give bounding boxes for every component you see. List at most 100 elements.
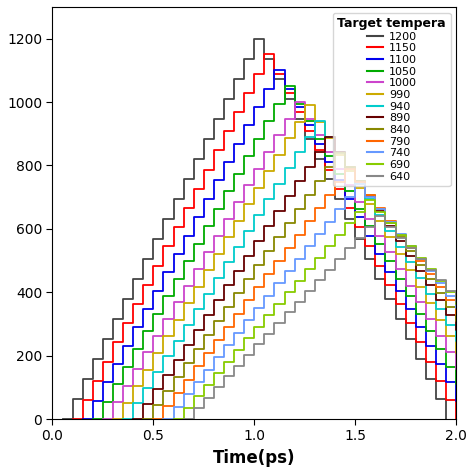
1150 [151, 282, 156, 288]
790 [342, 166, 348, 172]
Line: 840: 840 [143, 153, 474, 419]
640 [312, 288, 318, 294]
640 [373, 213, 378, 219]
1100 [80, 416, 86, 422]
690 [252, 336, 257, 341]
740 [161, 416, 166, 422]
1050 [171, 293, 176, 299]
1000 [322, 133, 328, 138]
940 [312, 118, 318, 124]
990 [241, 201, 247, 207]
Line: 940: 940 [123, 121, 474, 419]
1050 [252, 154, 257, 159]
1050 [221, 189, 227, 194]
940 [252, 228, 257, 234]
690 [342, 232, 348, 238]
890 [262, 238, 267, 244]
690 [332, 244, 338, 249]
Line: 990: 990 [113, 105, 474, 419]
1100 [272, 67, 277, 73]
1150 [201, 186, 207, 191]
Line: 790: 790 [154, 169, 474, 419]
1200 [140, 276, 146, 282]
Line: 1000: 1000 [103, 102, 474, 419]
Line: 1150: 1150 [73, 55, 456, 419]
690 [171, 416, 176, 422]
640 [403, 235, 409, 240]
940 [342, 150, 348, 155]
1200 [221, 116, 227, 122]
X-axis label: Time(ps): Time(ps) [213, 449, 296, 467]
1100 [211, 196, 217, 201]
1150 [292, 90, 298, 96]
1150 [231, 128, 237, 134]
790 [322, 205, 328, 211]
990 [241, 218, 247, 224]
Line: 890: 890 [133, 137, 474, 419]
1000 [181, 300, 186, 305]
1150 [201, 167, 207, 173]
1150 [262, 52, 267, 57]
1200 [191, 156, 197, 162]
1100 [241, 141, 247, 146]
840 [302, 206, 308, 212]
1000 [272, 149, 277, 155]
890 [130, 416, 136, 422]
1000 [231, 200, 237, 205]
740 [292, 268, 298, 274]
1050 [262, 136, 267, 142]
Line: 1200: 1200 [63, 39, 446, 419]
1200 [231, 96, 237, 101]
840 [272, 234, 277, 240]
1200 [191, 176, 197, 182]
740 [332, 219, 338, 224]
990 [302, 102, 308, 108]
940 [120, 416, 126, 422]
1150 [241, 109, 247, 115]
690 [302, 278, 308, 284]
790 [312, 219, 318, 224]
940 [292, 165, 298, 171]
1050 [90, 416, 96, 422]
Legend: 1200, 1150, 1100, 1050, 1000, 990, 940, 890, 840, 790, 740, 690, 640: 1200, 1150, 1100, 1050, 1000, 990, 940, … [333, 12, 451, 186]
1200 [443, 416, 449, 422]
990 [191, 301, 197, 306]
640 [352, 246, 358, 251]
690 [302, 266, 308, 272]
1000 [231, 216, 237, 222]
1100 [464, 416, 469, 422]
Line: 640: 640 [183, 216, 474, 419]
1100 [302, 104, 308, 110]
1050 [221, 206, 227, 212]
790 [151, 416, 156, 422]
790 [231, 324, 237, 329]
Line: 740: 740 [164, 184, 474, 419]
990 [332, 136, 338, 141]
1000 [100, 416, 106, 422]
890 [211, 312, 217, 318]
1000 [262, 166, 267, 172]
640 [262, 341, 267, 347]
Line: 690: 690 [173, 201, 474, 419]
840 [363, 178, 368, 183]
740 [383, 206, 388, 212]
790 [282, 245, 287, 251]
1100 [211, 178, 217, 183]
640 [342, 256, 348, 262]
890 [322, 134, 328, 140]
1200 [252, 36, 257, 42]
890 [352, 164, 358, 170]
740 [241, 330, 247, 336]
740 [322, 231, 328, 237]
990 [282, 152, 287, 158]
790 [373, 192, 378, 198]
940 [252, 212, 257, 218]
890 [262, 223, 267, 229]
1200 [282, 76, 287, 82]
1100 [252, 123, 257, 128]
690 [363, 198, 368, 203]
840 [272, 248, 277, 254]
1150 [453, 416, 459, 422]
840 [332, 150, 338, 155]
840 [312, 192, 318, 198]
